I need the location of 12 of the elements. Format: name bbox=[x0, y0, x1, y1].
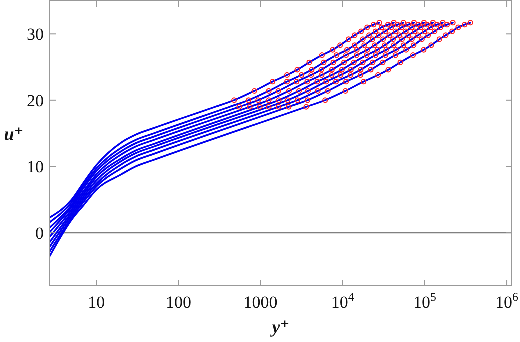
y-axis-title: u⁺ bbox=[4, 124, 24, 144]
x-tick-label: 10$^{6}$ bbox=[496, 290, 519, 312]
x-tick-label: 1000 bbox=[244, 293, 278, 312]
y-tick-label: 20 bbox=[27, 91, 44, 110]
y-tick-label: 10 bbox=[27, 158, 44, 177]
x-tick-label: 10 bbox=[88, 293, 106, 312]
y-tick-label: 30 bbox=[27, 25, 44, 44]
x-tick-label: 10$^{5}$ bbox=[413, 290, 436, 312]
x-axis-title: y⁺ bbox=[270, 317, 290, 337]
x-tick-label: 100 bbox=[166, 293, 192, 312]
y-tick-label: 0 bbox=[36, 224, 44, 243]
x-tick-label: 10$^{4}$ bbox=[331, 290, 354, 312]
